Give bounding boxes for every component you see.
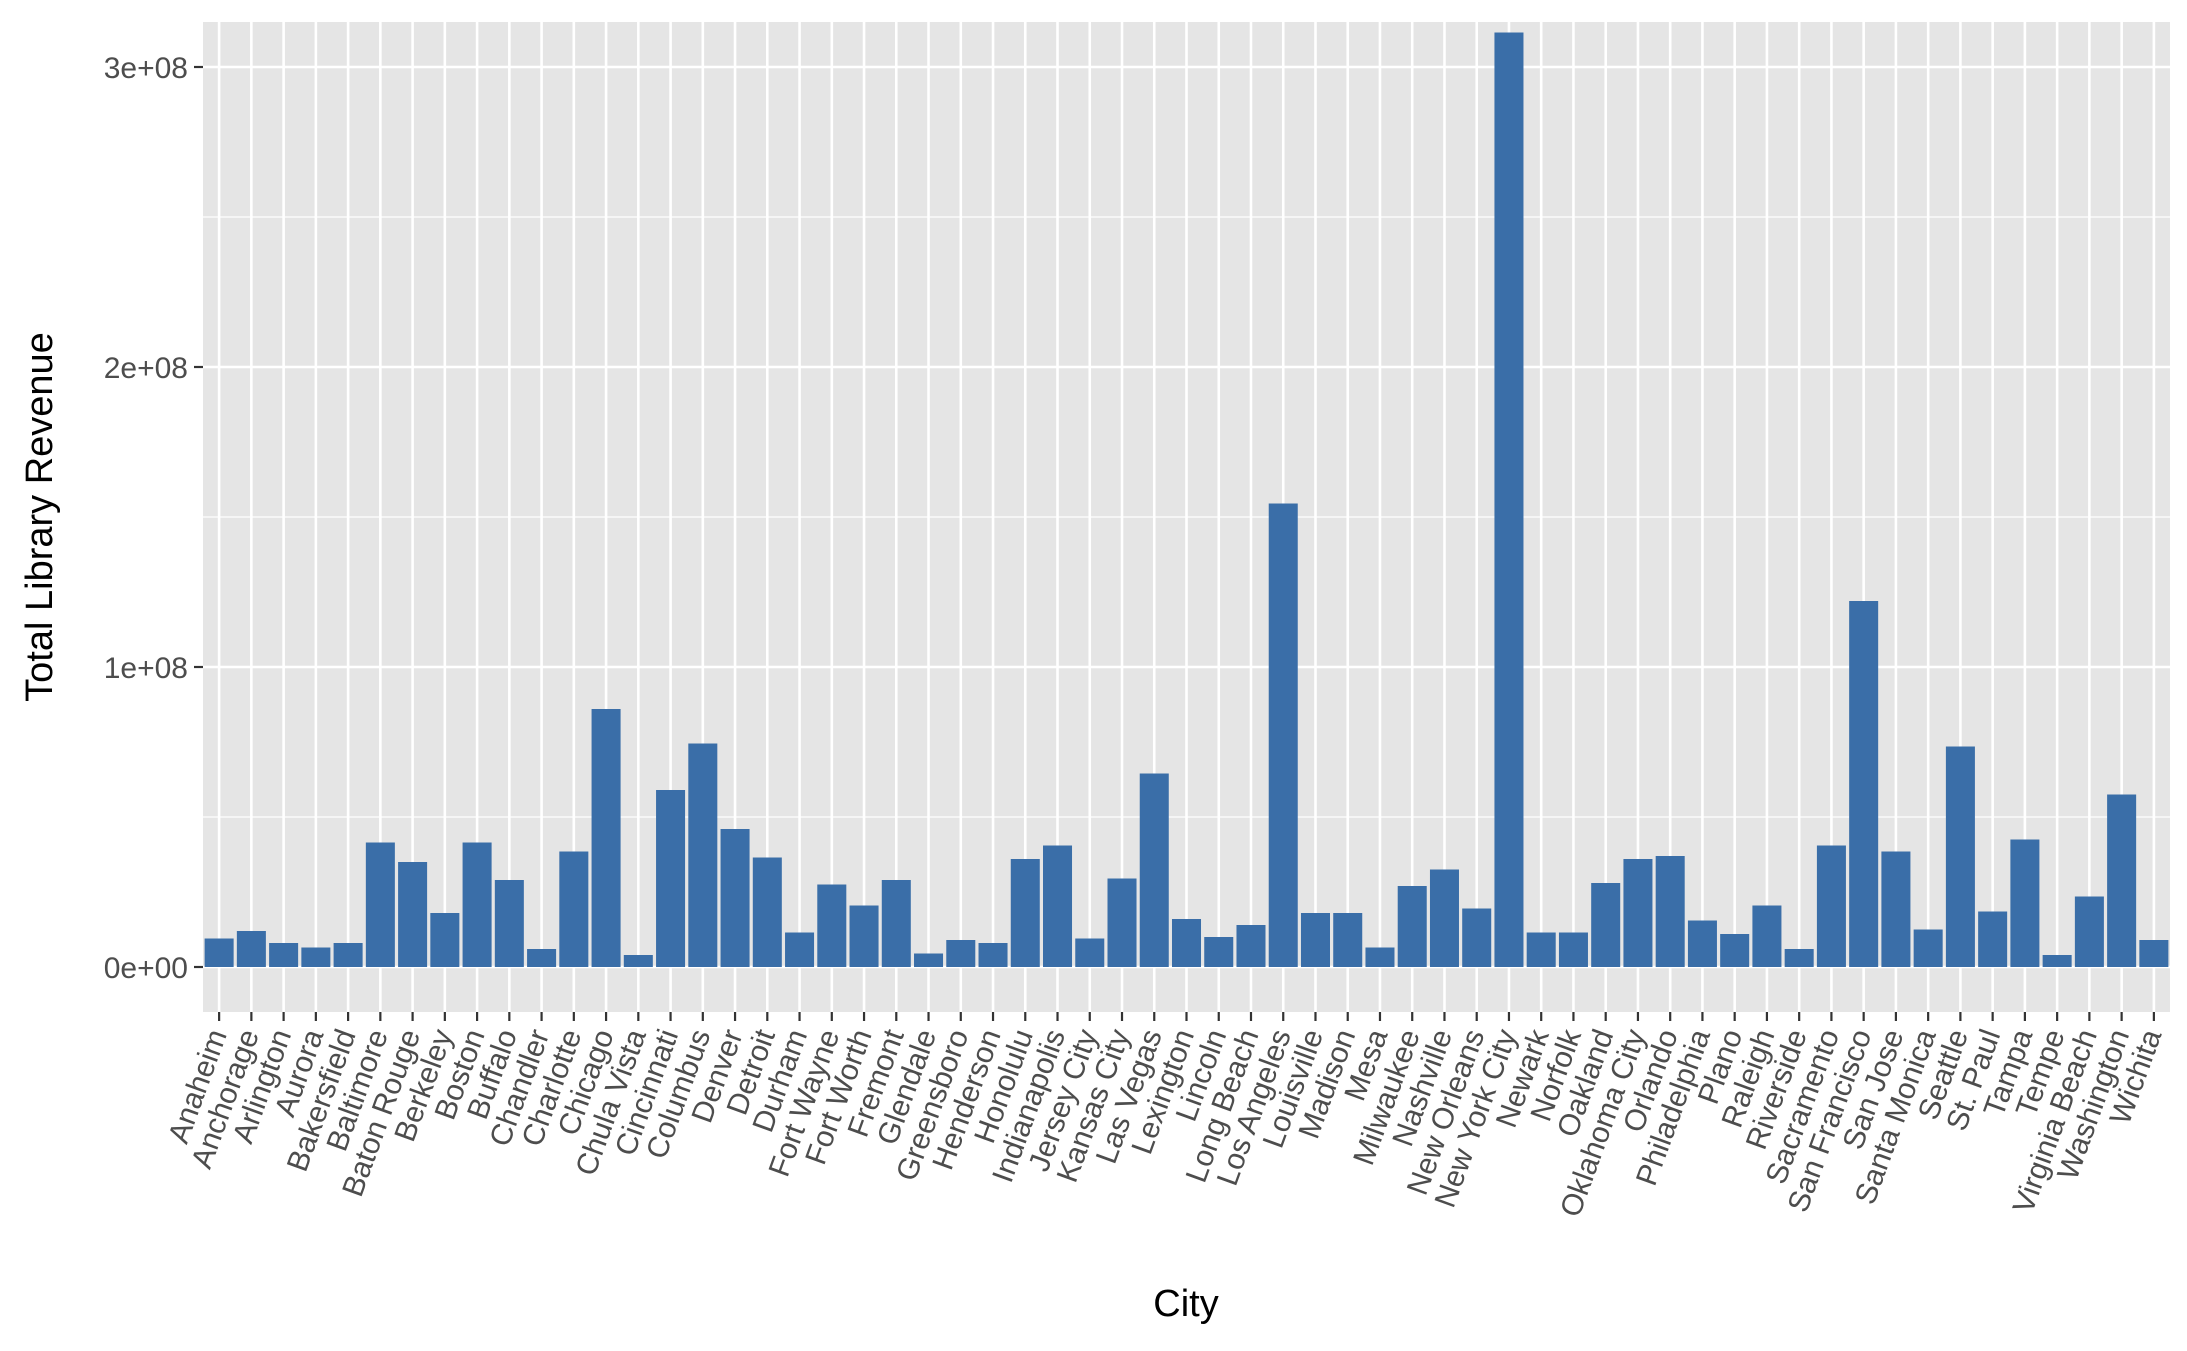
bar (301, 947, 331, 967)
bar (752, 857, 782, 967)
bar (462, 842, 492, 967)
bar (1945, 746, 1975, 967)
bar (2074, 896, 2104, 967)
bar (1687, 920, 1717, 967)
bar (494, 880, 524, 967)
bar (1268, 503, 1298, 967)
bar (946, 940, 976, 967)
bar (914, 953, 944, 967)
bars (204, 32, 2169, 967)
bar (1139, 773, 1169, 967)
bar (1881, 851, 1911, 967)
bar (2139, 940, 2169, 967)
bar (978, 943, 1008, 967)
bar (365, 842, 395, 967)
y-axis-title: Total Library Revenue (19, 332, 61, 702)
bar (1784, 949, 1814, 967)
x-axis: AnaheimAnchorageArlingtonAuroraBakersfie… (162, 1012, 2169, 1221)
bar (1526, 932, 1556, 967)
bar (1462, 908, 1492, 967)
bar (1171, 919, 1202, 967)
bar (1913, 929, 1943, 967)
bar (1720, 934, 1750, 967)
bar (1655, 856, 1685, 967)
bar (2042, 955, 2072, 967)
y-tick-label: 2e+08 (104, 352, 188, 385)
bar (1978, 911, 2008, 967)
bar (1397, 886, 1427, 967)
bar (2107, 794, 2137, 967)
bar (1849, 601, 1879, 967)
y-axis: 0e+00 1e+08 2e+08 3e+08 (104, 52, 203, 985)
bar (204, 938, 234, 967)
bar (1591, 883, 1621, 967)
bar (1043, 845, 1073, 967)
bar (1494, 32, 1524, 967)
bar (656, 790, 686, 967)
bar (527, 949, 557, 967)
bar (591, 709, 621, 967)
bar (333, 943, 363, 967)
bar (398, 862, 428, 967)
bar (849, 905, 879, 967)
bar (1623, 859, 1653, 967)
bar (881, 880, 911, 967)
bar (1816, 845, 1846, 967)
bar (269, 943, 299, 967)
bar (623, 955, 653, 967)
bar (2010, 839, 2040, 967)
bar (1204, 937, 1234, 967)
bar (559, 851, 589, 967)
bar (1365, 947, 1395, 967)
bar (1333, 913, 1363, 967)
bar (1300, 913, 1330, 967)
y-tick-label: 0e+00 (104, 952, 188, 985)
bar (817, 884, 847, 967)
bar (688, 743, 718, 967)
y-tick-label: 3e+08 (104, 52, 188, 85)
bar (1010, 859, 1040, 967)
y-tick-label: 1e+08 (104, 652, 188, 685)
bar (1236, 925, 1266, 967)
bar (785, 932, 815, 967)
bar (1558, 932, 1588, 967)
bar (1075, 938, 1105, 967)
bar (720, 829, 750, 967)
bar (1429, 869, 1459, 967)
bar (236, 931, 266, 967)
bar (1107, 878, 1137, 967)
bar (430, 913, 460, 967)
x-axis-title: City (1153, 1283, 1218, 1325)
bar (1752, 905, 1782, 967)
